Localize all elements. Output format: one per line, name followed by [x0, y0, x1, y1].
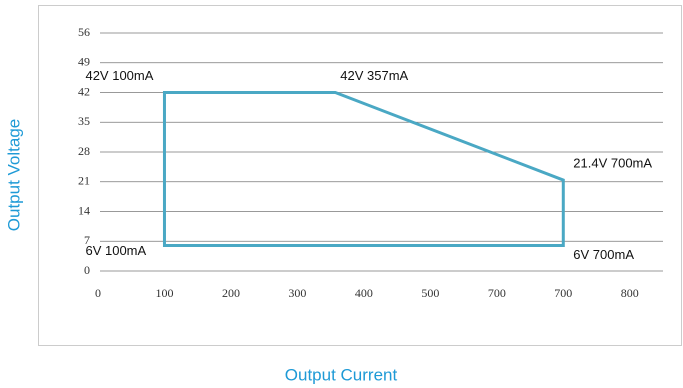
chart-frame — [38, 5, 682, 346]
annotation: 42V 357mA — [340, 68, 408, 83]
y-tick-label: 0 — [84, 263, 90, 277]
annotation: 21.4V 700mA — [573, 155, 652, 170]
y-tick-label: 28 — [78, 144, 90, 158]
y-axis-title: Output Voltage — [4, 119, 23, 231]
x-tick-label: 0 — [95, 286, 101, 300]
annotation: 6V 100mA — [85, 243, 146, 258]
x-tick-label: 100 — [155, 286, 173, 300]
y-tick-label: 14 — [78, 203, 90, 217]
y-tick-label: 7 — [84, 233, 90, 247]
x-axis-title: Output Current — [285, 365, 398, 384]
x-tick-label: 800 — [621, 286, 639, 300]
x-tick-label: 700 — [554, 286, 572, 300]
y-tick-label: 49 — [78, 55, 90, 69]
annotation: 42V 100mA — [85, 68, 153, 83]
y-tick-label: 21 — [78, 174, 90, 188]
y-tick-label: 35 — [78, 114, 90, 128]
y-tick-label: 56 — [78, 25, 90, 39]
y-tick-label: 42 — [78, 84, 90, 98]
x-tick-label: 700 — [488, 286, 506, 300]
x-tick-label: 200 — [222, 286, 240, 300]
annotation: 6V 700mA — [573, 247, 634, 262]
x-tick-label: 500 — [421, 286, 439, 300]
x-tick-label: 400 — [355, 286, 373, 300]
series-outline — [162, 91, 565, 247]
x-tick-label: 300 — [288, 286, 306, 300]
